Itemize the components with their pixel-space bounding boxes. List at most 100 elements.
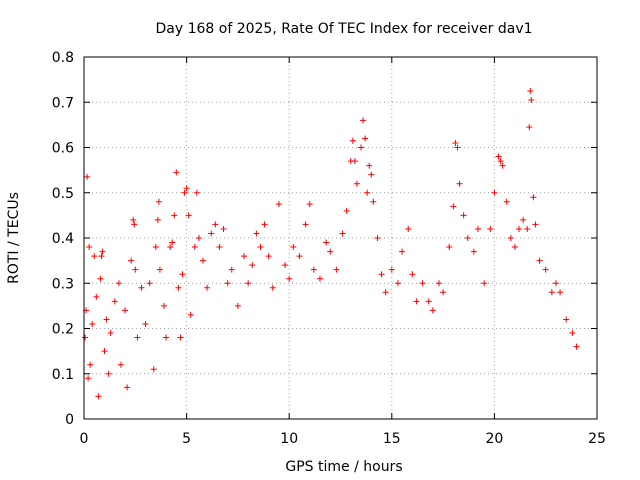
- data-point: [150, 366, 157, 373]
- data-point: [224, 280, 231, 287]
- data-point: [122, 307, 129, 314]
- data-point: [282, 262, 289, 269]
- data-point: [339, 230, 346, 237]
- data-point: [456, 180, 463, 187]
- data-point: [527, 87, 534, 94]
- data-point: [275, 201, 282, 208]
- data-point: [548, 289, 555, 296]
- data-point: [524, 225, 531, 232]
- y-tick-label: 0.5: [52, 186, 74, 202]
- data-point: [156, 266, 163, 273]
- data-point: [302, 221, 309, 228]
- data-point: [131, 221, 138, 228]
- data-point: [399, 248, 406, 255]
- data-point: [208, 230, 215, 237]
- data-point: [175, 284, 182, 291]
- data-point: [111, 298, 118, 305]
- y-tick-label: 0.4: [52, 231, 74, 247]
- data-point: [405, 225, 412, 232]
- data-point: [296, 253, 303, 260]
- data-point: [310, 266, 317, 273]
- data-point: [212, 221, 219, 228]
- data-point: [98, 253, 105, 260]
- data-point: [520, 216, 527, 223]
- data-point: [366, 162, 373, 169]
- data-point: [569, 330, 576, 337]
- data-point: [142, 320, 149, 327]
- data-point: [323, 239, 330, 246]
- x-tick-label: 20: [485, 431, 503, 447]
- x-axis-label: GPS time / hours: [285, 459, 402, 475]
- data-point: [306, 201, 313, 208]
- data-point: [487, 225, 494, 232]
- data-point: [171, 212, 178, 219]
- grid-lines: [84, 57, 597, 419]
- data-point: [429, 307, 436, 314]
- data-point: [132, 266, 139, 273]
- data-point: [220, 225, 227, 232]
- data-point: [382, 289, 389, 296]
- data-point: [573, 343, 580, 350]
- y-tick-label: 0: [65, 412, 74, 428]
- data-point: [536, 257, 543, 264]
- y-tick-label: 0.2: [52, 322, 74, 338]
- data-point: [464, 235, 471, 241]
- data-point: [552, 280, 559, 287]
- data-point: [177, 334, 184, 341]
- data-point: [491, 189, 498, 196]
- data-point: [84, 173, 91, 180]
- data-point: [91, 253, 98, 260]
- data-point: [85, 375, 92, 382]
- data-point: [146, 280, 153, 287]
- data-point: [155, 198, 162, 205]
- data-point: [179, 271, 186, 278]
- data-point: [234, 302, 241, 309]
- data-point: [167, 244, 174, 251]
- data-point: [497, 158, 504, 165]
- data-point: [557, 289, 564, 296]
- data-point: [495, 153, 502, 160]
- data-point: [245, 280, 252, 287]
- data-point: [528, 96, 535, 103]
- data-point: [516, 225, 523, 232]
- data-point: [481, 280, 488, 287]
- data-point: [530, 194, 537, 201]
- data-point: [450, 203, 457, 210]
- x-tick-label: 10: [280, 431, 298, 447]
- data-point: [374, 235, 381, 241]
- y-tick-label: 0.3: [52, 276, 74, 292]
- data-point: [87, 361, 94, 368]
- data-point: [360, 117, 367, 124]
- data-point: [115, 280, 122, 287]
- data-point: [101, 348, 108, 355]
- data-point: [470, 248, 477, 255]
- y-tick-label: 0.6: [52, 141, 74, 157]
- data-point: [117, 361, 124, 368]
- data-point: [103, 316, 110, 323]
- data-point: [134, 334, 141, 341]
- data-point: [228, 266, 235, 273]
- data-point: [107, 330, 114, 337]
- data-point: [154, 216, 161, 223]
- data-point: [364, 189, 371, 196]
- data-point: [169, 239, 176, 246]
- data-point: [474, 225, 481, 232]
- data-point: [265, 253, 272, 260]
- data-point: [82, 334, 89, 341]
- data-point: [138, 284, 145, 291]
- data-point: [86, 244, 93, 251]
- data-point: [204, 284, 211, 291]
- data-point: [507, 235, 514, 241]
- data-point: [290, 244, 297, 251]
- data-point: [388, 266, 395, 273]
- axis-ticks: 0 5 10 15 20 25 0 0.1 0.2 0.3 0.4 0.5 0.6 0.7 0.8: [52, 50, 606, 447]
- data-point: [316, 275, 323, 282]
- y-axis-label: ROTI / TECUs: [6, 192, 22, 284]
- data-point: [358, 144, 365, 151]
- data-point: [499, 162, 506, 169]
- data-point: [370, 198, 377, 205]
- data-point: [93, 293, 100, 300]
- x-tick-label: 0: [80, 431, 89, 447]
